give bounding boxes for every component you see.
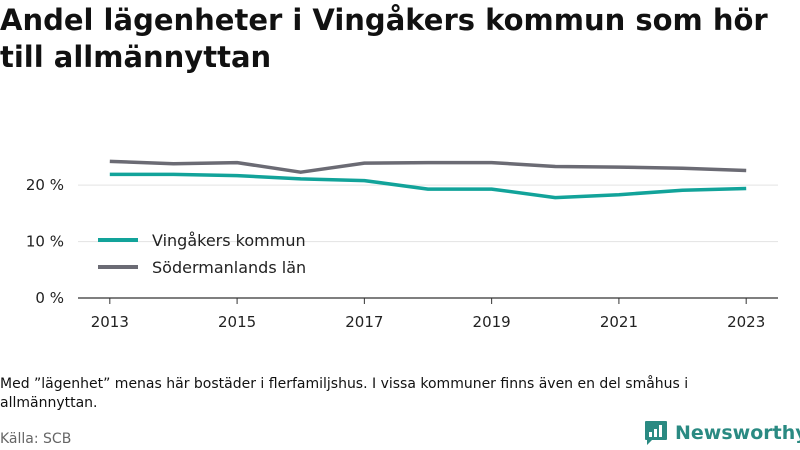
newsworthy-logo: Newsworthy (644, 420, 800, 446)
footnote: Med ”lägenhet” menas här bostäder i fler… (0, 376, 689, 411)
axes: 0 % 10 % 20 % 2013 2015 2017 2019 2021 2023 (26, 176, 778, 331)
newsworthy-logo-icon (645, 421, 667, 445)
grid-lines (78, 184, 778, 243)
legend: Vingåkers kommun Södermanlands län (98, 231, 306, 277)
y-tick-label: 0 % (35, 289, 64, 307)
y-tick-label: 20 % (26, 176, 64, 194)
y-tick-label: 10 % (26, 233, 64, 251)
x-tick-label: 2021 (600, 313, 638, 331)
x-tick-label: 2017 (345, 313, 383, 331)
series-line-1 (109, 159, 747, 174)
x-tick-label: 2019 (473, 313, 511, 331)
x-tick-label: 2023 (727, 313, 765, 331)
legend-label-0: Vingåkers kommun (152, 231, 306, 250)
x-tick-label: 2013 (91, 313, 129, 331)
chart-title: Andel lägenheter i Vingåkers kommun som … (0, 3, 768, 74)
brand-name: Newsworthy (675, 422, 800, 444)
series-line-0 (109, 172, 747, 200)
legend-label-1: Södermanlands län (152, 258, 306, 277)
series-lines (109, 159, 747, 200)
source-label: Källa: SCB (0, 431, 72, 447)
x-tick-label: 2015 (218, 313, 256, 331)
line-chart: 0 % 10 % 20 % 2013 2015 2017 2019 2021 2023 Ving… (26, 159, 778, 331)
